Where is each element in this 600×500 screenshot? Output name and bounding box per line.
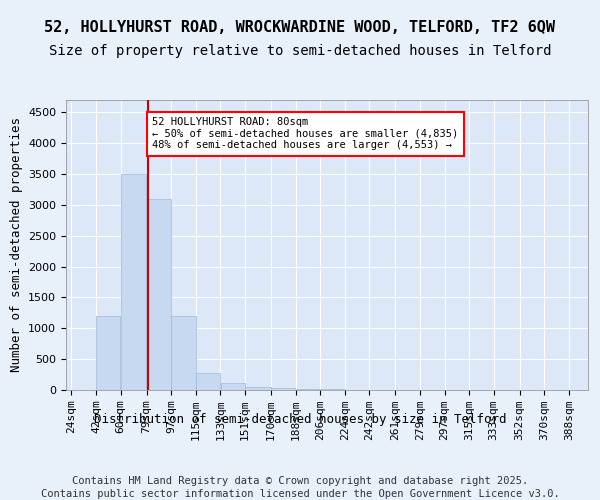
Text: Contains public sector information licensed under the Open Government Licence v3: Contains public sector information licen… (41, 489, 559, 499)
Bar (97, 316, 121, 390)
Y-axis label: Number of semi-detached properties: Number of semi-detached properties (10, 118, 23, 372)
Bar (121, 174, 146, 390)
Bar (147, 198, 171, 390)
Text: 52 HOLLYHURST ROAD: 80sqm
← 50% of semi-detached houses are smaller (4,835)
48% : 52 HOLLYHURST ROAD: 80sqm ← 50% of semi-… (152, 118, 458, 150)
Bar (245, 387, 271, 390)
Bar (221, 383, 245, 390)
Bar (172, 316, 196, 390)
Bar (271, 388, 295, 390)
Text: 52, HOLLYHURST ROAD, WROCKWARDINE WOOD, TELFORD, TF2 6QW: 52, HOLLYHURST ROAD, WROCKWARDINE WOOD, … (44, 20, 556, 35)
Bar (296, 389, 320, 390)
Bar (196, 372, 220, 390)
Text: Contains HM Land Registry data © Crown copyright and database right 2025.: Contains HM Land Registry data © Crown c… (72, 476, 528, 486)
Text: Distribution of semi-detached houses by size in Telford: Distribution of semi-detached houses by … (94, 412, 506, 426)
Text: Size of property relative to semi-detached houses in Telford: Size of property relative to semi-detach… (49, 44, 551, 58)
